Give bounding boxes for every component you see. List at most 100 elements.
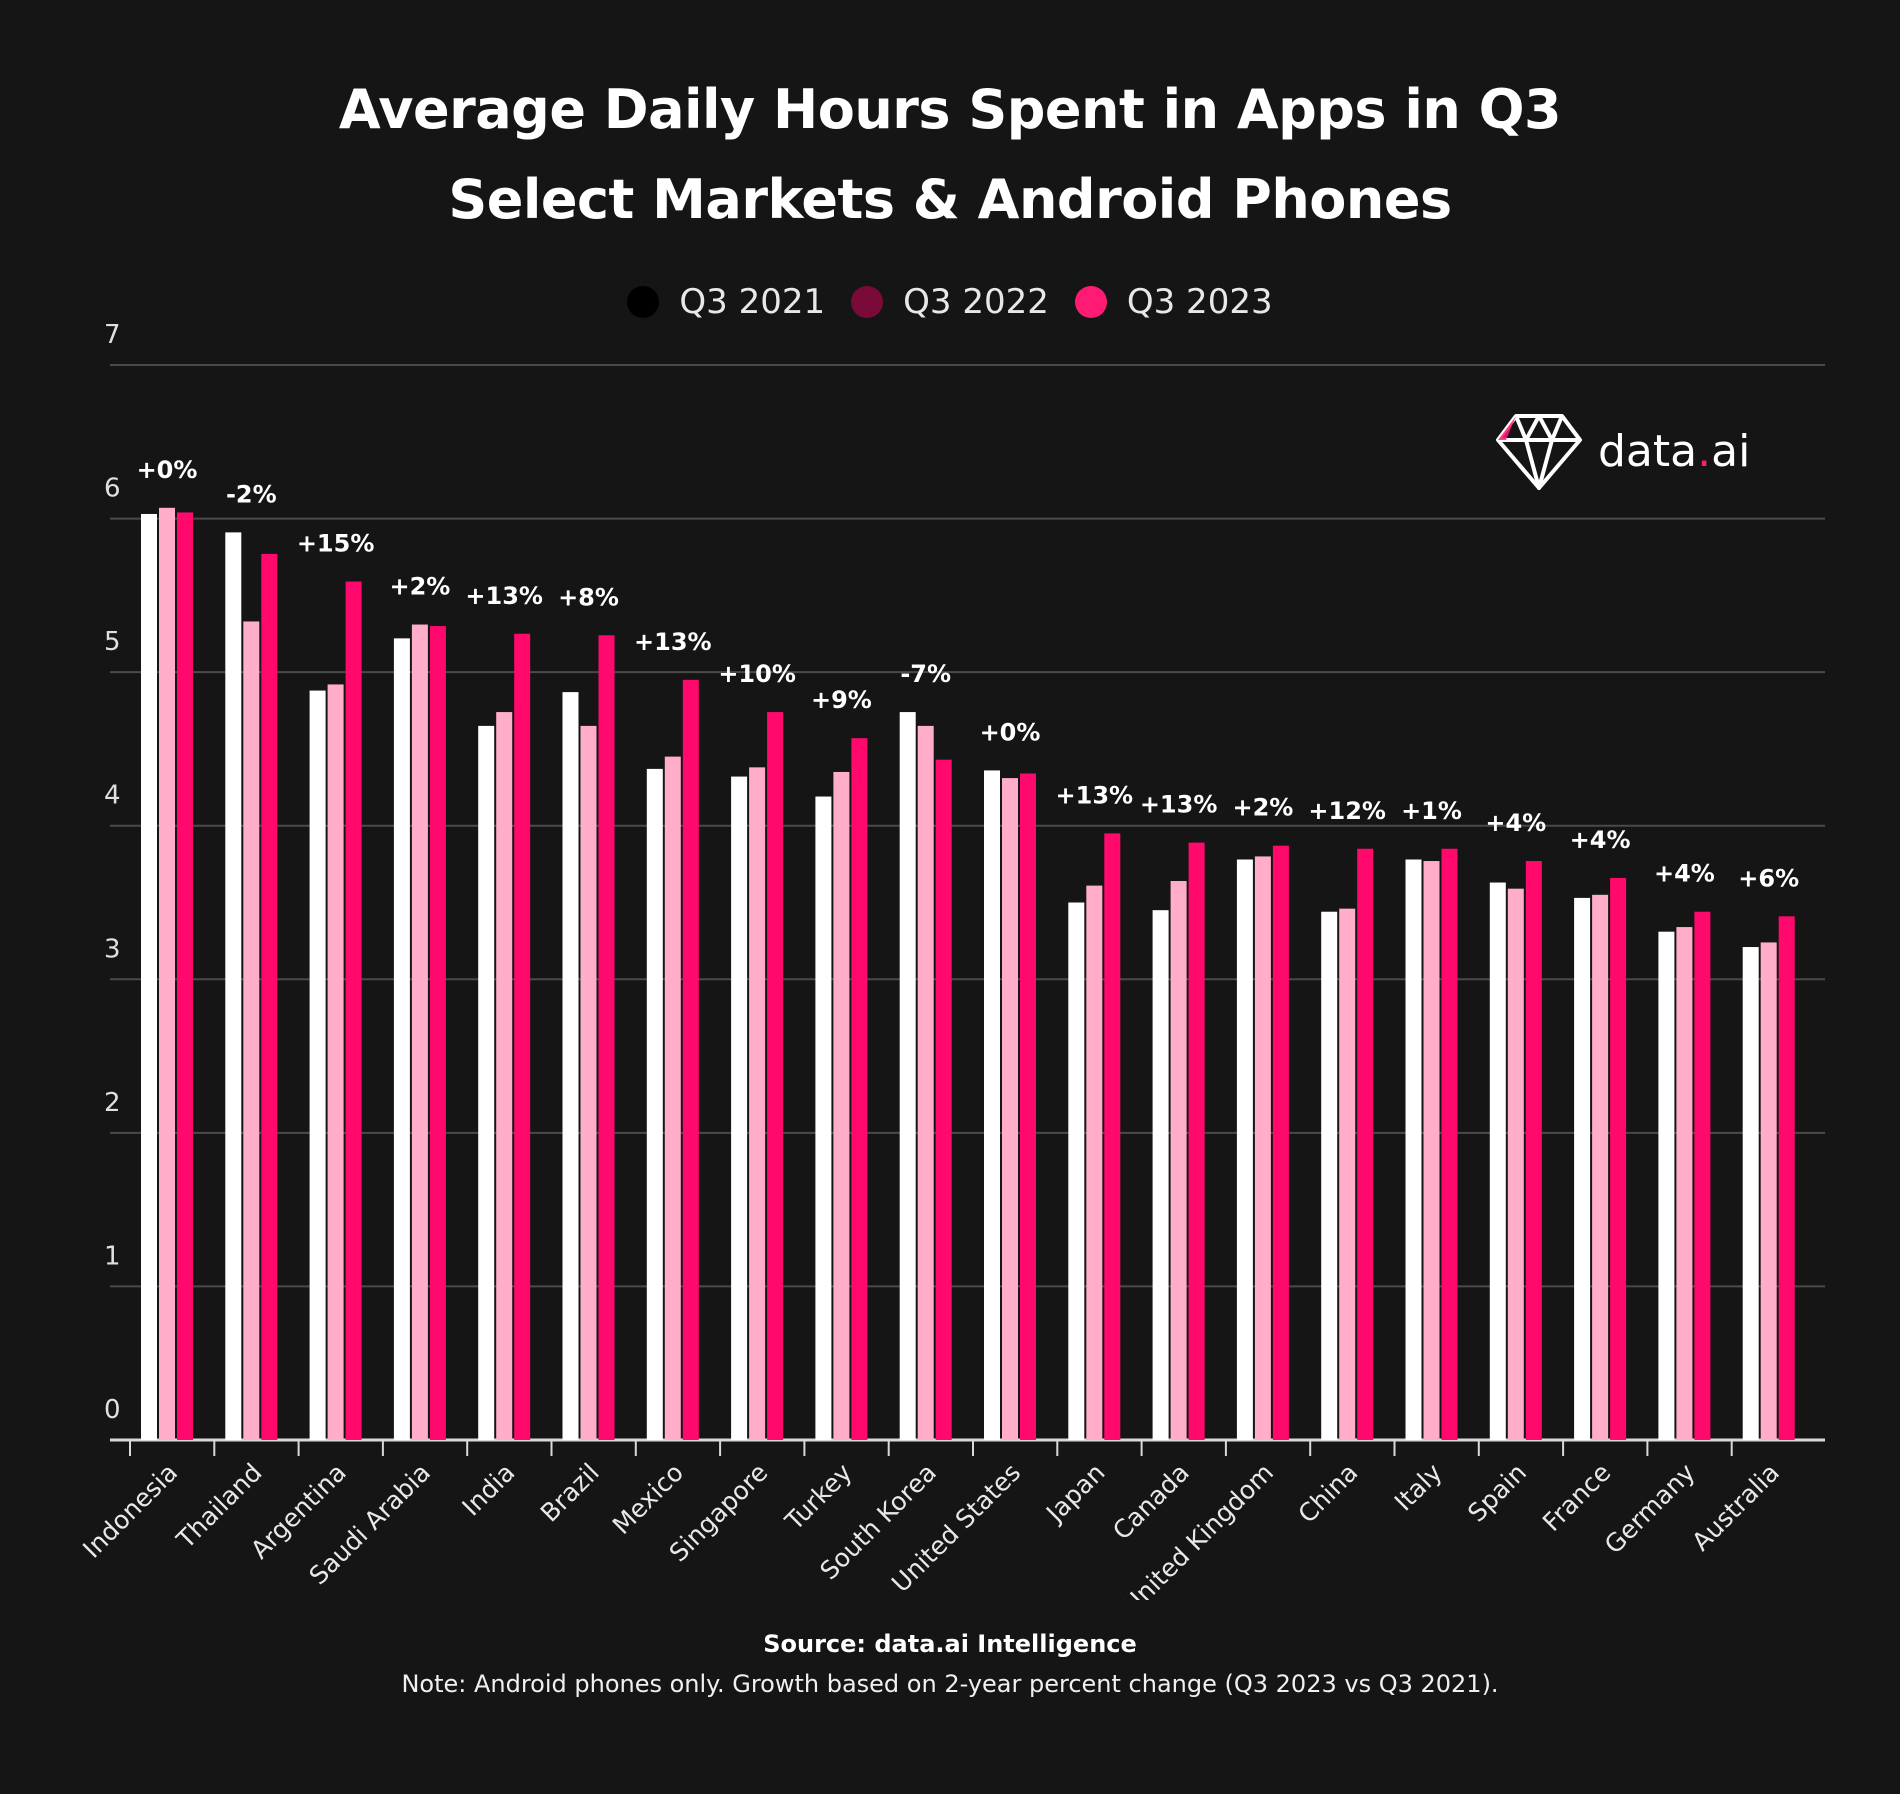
chart-title-line2: Select Markets & Android Phones [448, 168, 1452, 231]
legend: Q3 2021 Q3 2022 Q3 2023 [0, 282, 1900, 322]
growth-label-saudi-arabia: +2% [389, 573, 450, 601]
logo-text-tail: ai [1711, 425, 1751, 477]
note-text: Note: Android phones only. Growth based … [401, 1670, 1499, 1698]
bar-mexico-q3-2021 [646, 768, 663, 1440]
bar-saudi-arabia-q3-2022 [411, 624, 428, 1440]
bar-spain-q3-2022 [1507, 888, 1524, 1440]
bar-germany-q3-2021 [1658, 931, 1675, 1440]
x-label-canada: Canada [1107, 1458, 1195, 1546]
bar-japan-q3-2021 [1068, 902, 1085, 1440]
x-label-france: France [1537, 1458, 1616, 1537]
bar-united-kingdom-q3-2023 [1272, 845, 1289, 1440]
growth-label-united-states: +0% [980, 718, 1041, 746]
x-label-australia: Australia [1686, 1458, 1785, 1557]
growth-label-italy: +1% [1401, 797, 1462, 825]
bar-india-q3-2021 [478, 725, 495, 1440]
bar-argentina-q3-2023 [345, 581, 362, 1440]
bar-japan-q3-2023 [1104, 833, 1121, 1440]
bar-south-korea-q3-2022 [917, 725, 934, 1440]
bar-indonesia-q3-2021 [141, 513, 157, 1440]
growth-label-mexico: +13% [634, 628, 712, 656]
source-text: Source: data.ai Intelligence [763, 1630, 1137, 1658]
legend-marker-q3-2023 [1074, 286, 1107, 318]
x-label-italy: Italy [1389, 1458, 1448, 1517]
bar-australia-q3-2022 [1760, 942, 1777, 1440]
y-tick-label-6: 6 [104, 474, 121, 504]
bar-india-q3-2023 [514, 633, 531, 1440]
bar-turkey-q3-2023 [851, 738, 868, 1440]
legend-label-q3-2021: Q3 2021 [679, 282, 826, 322]
bar-italy-q3-2023 [1441, 848, 1458, 1440]
legend-item-q3-2023: Q3 2023 [1074, 282, 1273, 322]
growth-label-canada: +13% [1140, 791, 1218, 819]
bar-chart: 01234567+0%Indonesia-2%Thailand+15%Argen… [77, 320, 1825, 1620]
bar-argentina-q3-2021 [309, 690, 326, 1440]
y-tick-label-5: 5 [104, 627, 121, 657]
bar-france-q3-2022 [1592, 894, 1609, 1440]
logo-text-dot: . [1697, 425, 1712, 477]
bar-saudi-arabia-q3-2021 [393, 638, 410, 1440]
bar-indonesia-q3-2022 [159, 507, 175, 1441]
bar-france-q3-2023 [1610, 877, 1627, 1440]
growth-label-indonesia: +0% [137, 456, 198, 484]
bar-saudi-arabia-q3-2023 [429, 626, 446, 1440]
growth-label-china: +12% [1308, 797, 1386, 825]
bar-india-q3-2022 [496, 712, 513, 1440]
bar-mexico-q3-2022 [664, 756, 681, 1440]
growth-label-turkey: +9% [811, 686, 872, 714]
bar-united-states-q3-2022 [1002, 778, 1018, 1440]
y-tick-label-4: 4 [104, 781, 121, 811]
logo-text-main: data [1598, 425, 1698, 477]
bar-canada-q3-2023 [1188, 842, 1205, 1440]
bar-italy-q3-2022 [1423, 861, 1440, 1440]
bar-singapore-q3-2022 [749, 767, 766, 1440]
bar-spain-q3-2021 [1489, 882, 1506, 1440]
bar-china-q3-2023 [1357, 848, 1374, 1440]
legend-label-q3-2023: Q3 2023 [1126, 282, 1273, 322]
bar-singapore-q3-2023 [767, 712, 784, 1440]
x-label-japan: Japan [1039, 1458, 1110, 1529]
bar-thailand-q3-2023 [261, 553, 278, 1440]
growth-label-brazil: +8% [558, 583, 619, 611]
growth-label-germany: +4% [1654, 860, 1715, 888]
growth-label-india: +13% [465, 582, 543, 610]
bar-china-q3-2021 [1321, 911, 1338, 1440]
chart-title-line1: Average Daily Hours Spent in Apps in Q3 [338, 78, 1562, 141]
bar-united-kingdom-q3-2022 [1254, 856, 1271, 1440]
bar-south-korea-q3-2021 [899, 712, 916, 1440]
bar-brazil-q3-2022 [580, 725, 597, 1440]
legend-label-q3-2022: Q3 2022 [903, 282, 1049, 322]
bar-united-kingdom-q3-2021 [1236, 859, 1253, 1440]
bar-germany-q3-2022 [1676, 927, 1693, 1440]
bar-france-q3-2021 [1574, 897, 1591, 1440]
bar-australia-q3-2023 [1778, 916, 1795, 1440]
x-label-mexico: Mexico [607, 1458, 689, 1540]
y-tick-label-2: 2 [104, 1088, 121, 1118]
bar-argentina-q3-2022 [327, 684, 344, 1440]
legend-item-q3-2022: Q3 2022 [851, 282, 1049, 322]
legend-item-q3-2021: Q3 2021 [627, 282, 825, 322]
x-label-china: China [1292, 1458, 1363, 1529]
y-tick-label-0: 0 [104, 1395, 121, 1425]
bar-thailand-q3-2022 [243, 621, 260, 1440]
y-tick-label-7: 7 [104, 320, 121, 350]
growth-label-united-kingdom: +2% [1232, 794, 1293, 822]
bar-italy-q3-2021 [1405, 859, 1422, 1440]
growth-label-south-korea: -7% [900, 660, 951, 688]
chart-area: 0 1 2 3 4 5 6 7 +0% Indonesia -2% Thailand +15% Argen… [77, 320, 1825, 1620]
bar-singapore-q3-2021 [731, 776, 748, 1440]
bar-germany-q3-2023 [1694, 911, 1711, 1440]
y-tick-label-1: 1 [104, 1241, 121, 1271]
bar-brazil-q3-2021 [562, 692, 579, 1440]
bar-canada-q3-2022 [1170, 881, 1187, 1440]
bar-south-korea-q3-2023 [935, 759, 952, 1440]
legend-marker-q3-2022 [851, 286, 884, 318]
bar-japan-q3-2022 [1086, 885, 1103, 1440]
y-tick-label-3: 3 [104, 934, 121, 964]
logo-text: data.ai [1598, 426, 1750, 477]
x-label-india: India [457, 1458, 521, 1522]
growth-label-australia: +6% [1738, 864, 1799, 892]
x-label-germany: Germany [1599, 1458, 1701, 1560]
bar-united-states-q3-2023 [1020, 773, 1036, 1440]
growth-label-argentina: +15% [297, 530, 375, 558]
